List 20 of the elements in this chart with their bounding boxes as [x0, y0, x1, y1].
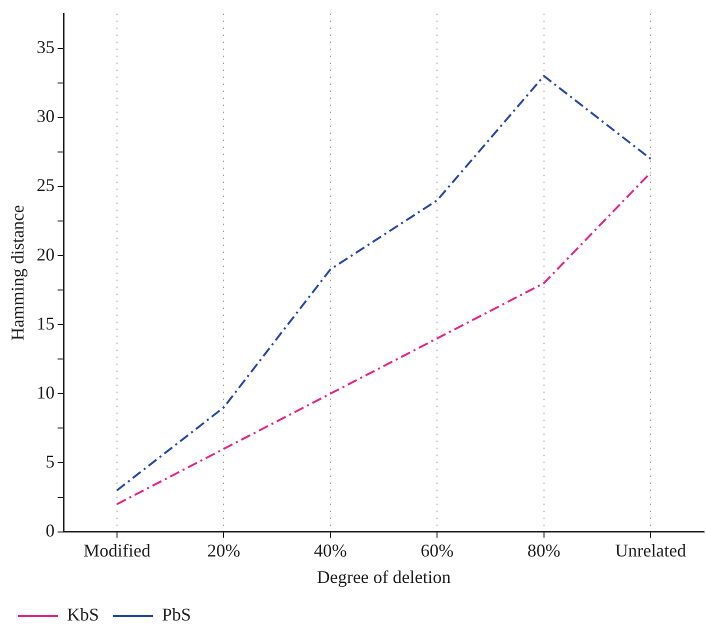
y-tick-label: 25 [36, 175, 55, 196]
x-tick-label: 20% [207, 540, 240, 560]
y-tick-label: 15 [36, 313, 55, 334]
y-tick-label: 30 [36, 106, 55, 126]
legend-label: PbS [162, 604, 192, 625]
line-series [116, 74, 652, 492]
y-tick-label: 10 [36, 382, 55, 402]
y-tick-label: 35 [36, 37, 55, 58]
x-axis-title: Degree of deletion [316, 566, 451, 587]
y-tick-label: 5 [46, 451, 55, 472]
x-tick-label: Modified [83, 540, 150, 560]
y-axis-title: Hamming distance [8, 205, 28, 341]
line-series [116, 172, 652, 506]
y-tick-label: 20 [36, 244, 55, 264]
x-tick-label: 80% [527, 540, 560, 560]
y-tick-label: 0 [46, 520, 55, 541]
x-tick-label: 40% [314, 540, 347, 560]
x-tick-label: 60% [420, 540, 454, 560]
legend-label: KbS [67, 604, 100, 625]
x-tick-label: Unrelated [615, 540, 686, 560]
